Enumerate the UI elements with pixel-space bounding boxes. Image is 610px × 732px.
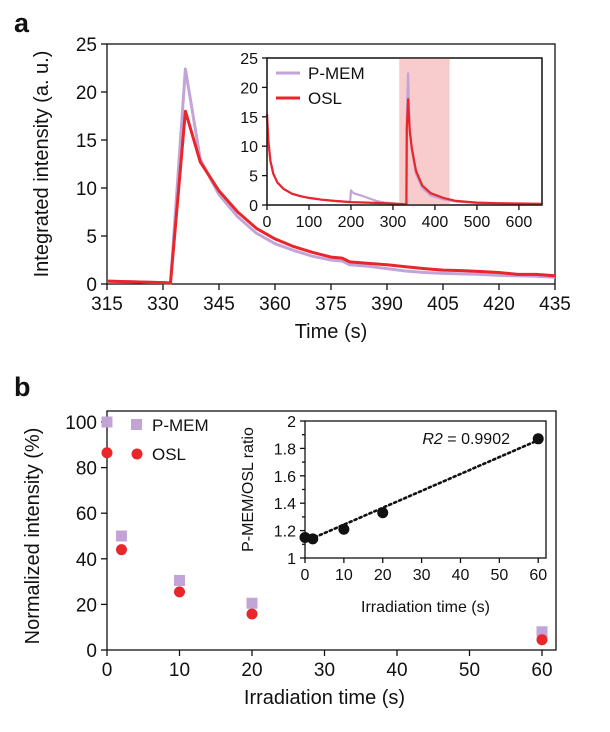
x-tick-label: 50 bbox=[459, 660, 480, 681]
x-tick-label: 30 bbox=[314, 660, 335, 681]
point-osl bbox=[174, 586, 185, 598]
x-tick-label: 60 bbox=[529, 567, 547, 584]
chart-b-inset: 0 10 20 30 40 50 60 1 1.2 1.4 1.6 1.8 2 R2 = 0.9902 Ir… bbox=[240, 414, 547, 616]
point-ratio bbox=[532, 433, 544, 445]
x-tick-label: 345 bbox=[203, 294, 235, 315]
y-tick-label: 1 bbox=[287, 551, 296, 568]
x-tick-label: 30 bbox=[413, 567, 431, 584]
y-tick-label: 5 bbox=[249, 169, 258, 186]
y-tick-label: 15 bbox=[240, 110, 258, 127]
x-tick-label: 330 bbox=[147, 294, 179, 315]
x-tick-label: 50 bbox=[490, 567, 508, 584]
legend-label-pmem: P-MEM bbox=[152, 416, 209, 435]
x-tick-label: 40 bbox=[452, 567, 470, 584]
x-tick-label: 0 bbox=[301, 567, 310, 584]
legend-label-osl: OSL bbox=[308, 89, 342, 108]
y-axis-title: Normalized intensity (%) bbox=[22, 428, 44, 645]
r2-annotation: R2 = 0.9902 bbox=[422, 431, 510, 448]
x-tick-label: 100 bbox=[296, 214, 323, 231]
inset-x-axis-title: Irradiation time (s) bbox=[361, 599, 490, 616]
y-tick-label: 1.4 bbox=[274, 496, 296, 513]
x-tick-label: 0 bbox=[263, 214, 272, 231]
point-osl bbox=[101, 447, 113, 459]
y-tick-label: 40 bbox=[76, 550, 97, 571]
series-line-osl bbox=[106, 109, 556, 285]
inset-frame bbox=[266, 57, 543, 206]
y-tick-label: 15 bbox=[76, 131, 97, 152]
point-ratio bbox=[307, 533, 319, 545]
x-tick-label: 435 bbox=[539, 294, 571, 315]
legend-label-osl: OSL bbox=[152, 445, 186, 464]
y-tick-label: 1.8 bbox=[274, 441, 296, 458]
legend-marker-pmem bbox=[131, 419, 142, 430]
y-axis-title: Integrated intensity (a. u.) bbox=[31, 51, 53, 278]
y-tick-label: 60 bbox=[76, 504, 97, 525]
x-tick-label: 405 bbox=[427, 294, 459, 315]
y-tick-label: 20 bbox=[76, 83, 97, 104]
y-tick-label: 20 bbox=[240, 80, 258, 97]
x-tick-label: 40 bbox=[386, 660, 407, 681]
panel-a-label: a bbox=[14, 8, 30, 38]
x-tick-label: 200 bbox=[338, 214, 365, 231]
series-line-osl bbox=[265, 98, 543, 206]
point-p-mem bbox=[101, 416, 113, 428]
x-tick-label: 375 bbox=[315, 294, 347, 315]
point-osl bbox=[116, 544, 127, 556]
y-tick-label: 0 bbox=[86, 275, 97, 296]
y-tick-label: 1.2 bbox=[274, 524, 296, 541]
y-tick-label: 80 bbox=[76, 459, 97, 480]
point-p-mem bbox=[246, 597, 258, 609]
y-tick-label: 25 bbox=[76, 35, 97, 56]
x-axis-title: Irradiation time (s) bbox=[244, 687, 405, 709]
x-tick-label: 360 bbox=[259, 294, 291, 315]
x-axis-title: Time (s) bbox=[295, 321, 368, 343]
point-osl bbox=[536, 634, 548, 646]
y-tick-label: 2 bbox=[287, 414, 296, 431]
point-p-mem bbox=[174, 574, 185, 586]
y-tick-label: 20 bbox=[76, 595, 97, 616]
x-tick-label: 600 bbox=[506, 214, 533, 231]
x-tick-label: 420 bbox=[483, 294, 515, 315]
inset-y-axis-title: P-MEM/OSL ratio bbox=[240, 427, 257, 552]
x-tick-label: 10 bbox=[169, 660, 190, 681]
legend-marker-osl bbox=[131, 448, 143, 460]
point-p-mem bbox=[116, 530, 127, 542]
x-tick-label: 0 bbox=[102, 660, 113, 681]
y-tick-label: 10 bbox=[76, 179, 97, 200]
panel-b-label: b bbox=[14, 372, 31, 402]
x-tick-label: 390 bbox=[371, 294, 403, 315]
x-tick-label: 400 bbox=[422, 214, 449, 231]
y-tick-label: 0 bbox=[249, 198, 258, 215]
x-tick-label: 500 bbox=[464, 214, 491, 231]
point-osl bbox=[246, 608, 258, 620]
point-p-mem bbox=[536, 626, 548, 638]
point-ratio bbox=[377, 507, 389, 519]
x-tick-label: 20 bbox=[241, 660, 262, 681]
x-tick-label: 10 bbox=[335, 567, 353, 584]
chart-a-inset: 0 100 200 300 400 500 600 0 5 10 15 20 25 P-MEM OSL bbox=[240, 51, 543, 231]
y-tick-label: 5 bbox=[86, 227, 97, 248]
y-tick-label: 100 bbox=[65, 413, 97, 434]
y-tick-label: 0 bbox=[86, 641, 97, 662]
point-ratio bbox=[338, 523, 350, 535]
y-tick-label: 1.6 bbox=[274, 469, 296, 486]
x-tick-label: 20 bbox=[374, 567, 392, 584]
legend-label-p-mem: P-MEM bbox=[308, 64, 365, 83]
y-tick-label: 25 bbox=[240, 51, 258, 68]
y-tick-label: 10 bbox=[240, 139, 258, 156]
x-tick-label: 315 bbox=[91, 294, 123, 315]
x-tick-label: 300 bbox=[380, 214, 407, 231]
x-tick-label: 60 bbox=[531, 660, 552, 681]
